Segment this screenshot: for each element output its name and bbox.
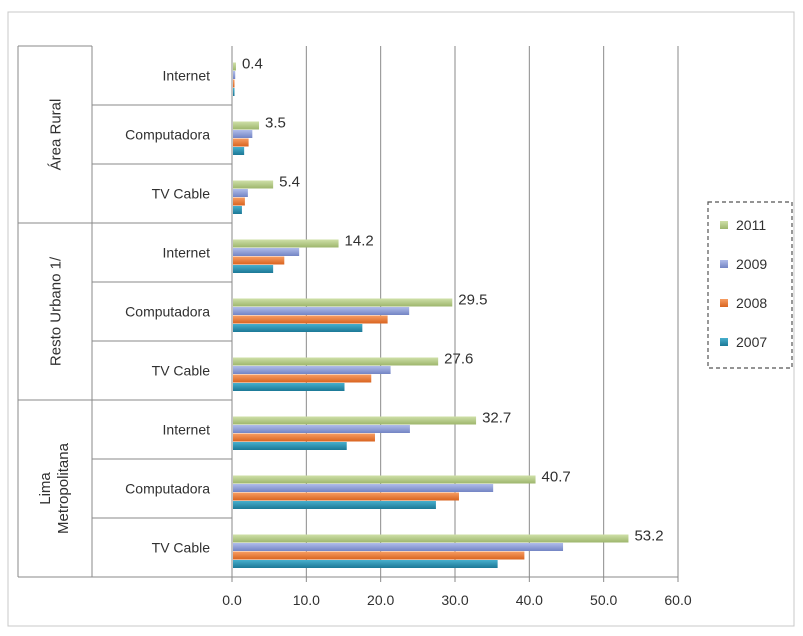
legend-label-2011: 2011	[736, 217, 766, 233]
category-label: TV Cable	[152, 186, 211, 202]
bar-2008	[233, 79, 235, 88]
data-label: 32.7	[482, 410, 511, 427]
category-label: Computadora	[125, 481, 210, 497]
bar-2007	[233, 501, 436, 509]
legend-swatch-2011	[720, 221, 728, 229]
legend-swatch-2009	[720, 260, 728, 268]
data-label: 3.5	[265, 115, 286, 132]
bar-2007	[233, 383, 345, 391]
legend-swatch-2008	[720, 299, 728, 307]
data-label: 14.2	[345, 233, 374, 250]
bar-2007	[233, 442, 347, 450]
legend: 2011 2009 2008 2007	[707, 201, 793, 369]
bar-2011	[233, 180, 274, 189]
bar-2007	[233, 88, 235, 96]
x-tick-label: 60.0	[664, 592, 691, 608]
bar-2008	[233, 197, 245, 206]
bars-layer	[233, 62, 629, 568]
chart-border	[7, 11, 795, 627]
bar-2008	[233, 551, 525, 560]
bar-2008	[233, 138, 249, 147]
bar-2009	[233, 366, 391, 374]
bar-2007	[233, 206, 242, 214]
bar-2011	[233, 121, 260, 130]
bar-2008	[233, 256, 285, 265]
category-label: Internet	[163, 245, 211, 261]
bar-2008	[233, 492, 459, 501]
bar-2009	[233, 307, 410, 315]
category-label: Computadora	[125, 304, 210, 320]
bar-2011	[233, 416, 477, 425]
bar-2011	[233, 298, 453, 307]
bar-2007	[233, 560, 498, 568]
data-label: 27.6	[444, 351, 473, 368]
data-label: 29.5	[458, 292, 487, 309]
category-label: Internet	[163, 422, 211, 438]
x-tick-label: 30.0	[441, 592, 468, 608]
data-label: 53.2	[634, 528, 663, 545]
x-tick-label: 20.0	[367, 592, 394, 608]
bar-2008	[233, 433, 375, 442]
bar-2009	[233, 71, 236, 79]
data-label: 0.4	[242, 56, 263, 73]
category-label: TV Cable	[152, 540, 211, 556]
bar-2008	[233, 374, 372, 383]
bar-2007	[233, 265, 274, 273]
axis-layer: 0.0 10.0 20.0 30.0 40.0 50.0 60.0	[17, 45, 692, 608]
bar-2011	[233, 239, 339, 248]
legend-label-2007: 2007	[736, 334, 767, 350]
bar-2007	[233, 147, 245, 155]
bar-2009	[233, 130, 253, 138]
category-label: Computadora	[125, 127, 210, 143]
bar-2009	[233, 425, 410, 433]
x-tick-label: 50.0	[590, 592, 617, 608]
bar-2009	[233, 543, 564, 551]
bar-2007	[233, 324, 363, 332]
legend-label-2009: 2009	[736, 256, 767, 272]
x-tick-label: 10.0	[293, 592, 320, 608]
x-tick-label: 40.0	[516, 592, 543, 608]
bar-2008	[233, 315, 388, 324]
legend-label-2008: 2008	[736, 295, 767, 311]
group-label: Resto Urbano 1/	[47, 256, 64, 366]
labels-layer: Internet 0.4 Computadora 3.5 TV Cable 5.4 Inte…	[37, 56, 664, 556]
group-label: Área Rural	[47, 99, 64, 171]
data-label: 5.4	[279, 174, 300, 191]
bar-2009	[233, 484, 494, 492]
bar-2011	[233, 62, 236, 71]
data-label: 40.7	[542, 469, 571, 486]
group-label: LimaMetropolitana	[37, 442, 72, 534]
bar-2011	[233, 357, 439, 366]
x-tick-label: 0.0	[222, 592, 242, 608]
bar-2009	[233, 189, 248, 197]
category-label: TV Cable	[152, 363, 211, 379]
bar-2011	[233, 534, 629, 543]
legend-swatch-2007	[720, 338, 728, 346]
bar-2009	[233, 248, 300, 256]
category-label: Internet	[163, 68, 211, 84]
bar-2011	[233, 475, 536, 484]
